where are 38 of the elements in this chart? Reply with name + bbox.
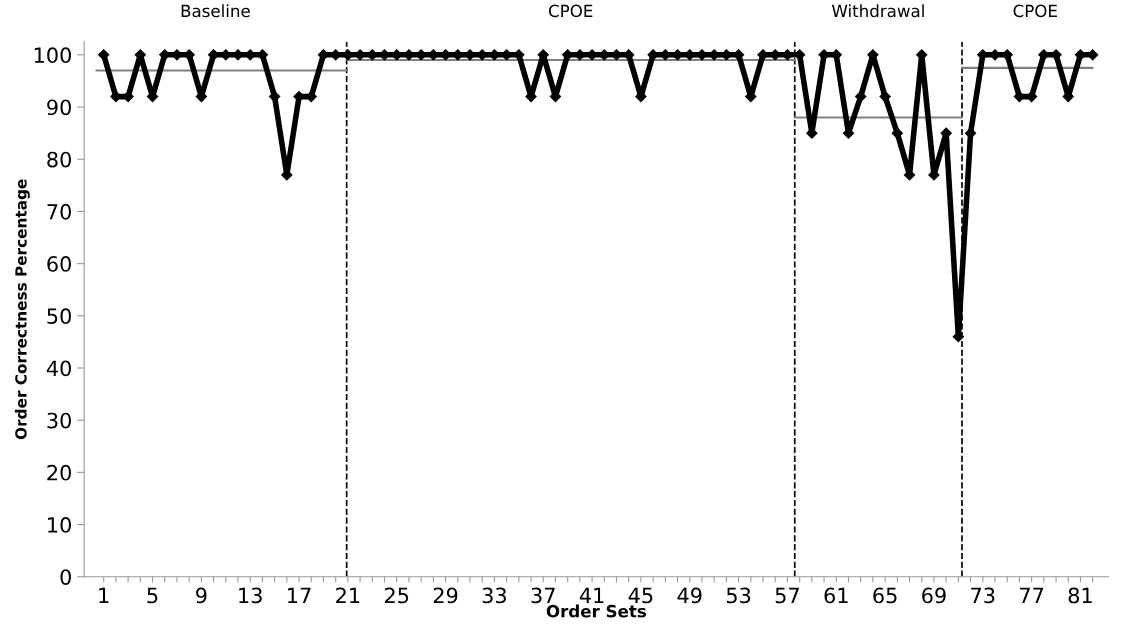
x-tick-label: 45 — [628, 587, 653, 604]
x-tick-label: 81 — [1068, 587, 1092, 604]
x-tick-label: 33 — [482, 587, 506, 604]
x-tick-label: 13 — [239, 587, 262, 604]
x-tick-label: 5 — [147, 587, 158, 604]
y-tick-label: 0 — [60, 569, 71, 585]
x-tick-label: 1 — [99, 587, 109, 604]
y-tick-label: 80 — [47, 151, 71, 168]
y-tick-label: 50 — [47, 308, 71, 325]
y-tick-label: 20 — [47, 464, 71, 481]
x-tick-label: 77 — [1020, 587, 1044, 604]
x-tick-label: 29 — [433, 587, 458, 604]
text: CPOE — [548, 4, 593, 18]
text: Withdrawal — [831, 4, 924, 18]
x-tick-label: 9 — [196, 587, 207, 604]
y-tick-label: 70 — [47, 203, 71, 220]
y-tick-label: 30 — [47, 412, 71, 429]
x-tick-label: 25 — [384, 587, 409, 604]
x-tick-label: 21 — [336, 587, 360, 604]
x-tick-label: 37 — [531, 587, 555, 604]
y-tick-label: 10 — [48, 517, 71, 533]
x-tick-label: 53 — [726, 587, 751, 604]
x-tick-label: 49 — [677, 587, 702, 604]
text: CPOE — [1013, 4, 1057, 18]
x-tick-label: 69 — [922, 587, 946, 604]
y-tick-label: 90 — [47, 99, 71, 116]
x-tick-label: 73 — [971, 587, 995, 604]
y-tick-label: 60 — [47, 256, 71, 272]
text: Baseline — [181, 4, 250, 18]
y-tick-label: 40 — [46, 360, 71, 377]
x-tick-label: 41 — [579, 587, 604, 604]
x-tick-label: 61 — [824, 587, 848, 604]
y-axis-title: Order Correctness Percentage — [14, 179, 30, 440]
x-tick-label: 65 — [873, 587, 897, 604]
x-tick-label: 57 — [775, 587, 799, 604]
y-tick-label: 100 — [34, 47, 71, 64]
x-axis-title: Order Sets — [546, 604, 646, 618]
x-tick-label: 17 — [288, 587, 311, 604]
